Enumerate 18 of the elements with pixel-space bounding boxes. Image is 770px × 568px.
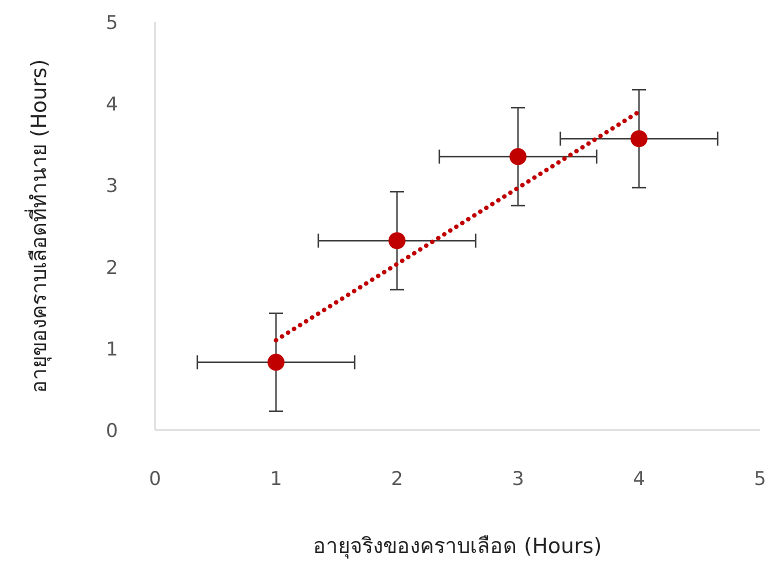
x-tick-label: 3 bbox=[512, 468, 524, 490]
x-axis-title: อายุจริงของคราบเลือด (Hours) bbox=[313, 534, 602, 559]
y-tick-label: 2 bbox=[106, 256, 118, 279]
y-axis-title: อายุของคราบเลือดที่ทำนาย (Hours) bbox=[24, 59, 52, 393]
y-tick-label: 3 bbox=[106, 175, 118, 198]
x-tick-label: 0 bbox=[148, 468, 162, 490]
x-tick-label: 4 bbox=[632, 468, 646, 490]
y-tick-label: 0 bbox=[106, 420, 118, 442]
x-tick-label: 1 bbox=[270, 468, 282, 490]
y-tick-label: 4 bbox=[106, 94, 118, 116]
x-tick-label: 2 bbox=[390, 468, 404, 490]
point bbox=[630, 130, 648, 148]
y-tick-label: 1 bbox=[106, 338, 118, 360]
point bbox=[510, 148, 526, 166]
y-tick-label: 5 bbox=[106, 12, 118, 34]
x-tick-label: 5 bbox=[754, 468, 766, 490]
point bbox=[268, 354, 284, 371]
point bbox=[388, 232, 406, 250]
